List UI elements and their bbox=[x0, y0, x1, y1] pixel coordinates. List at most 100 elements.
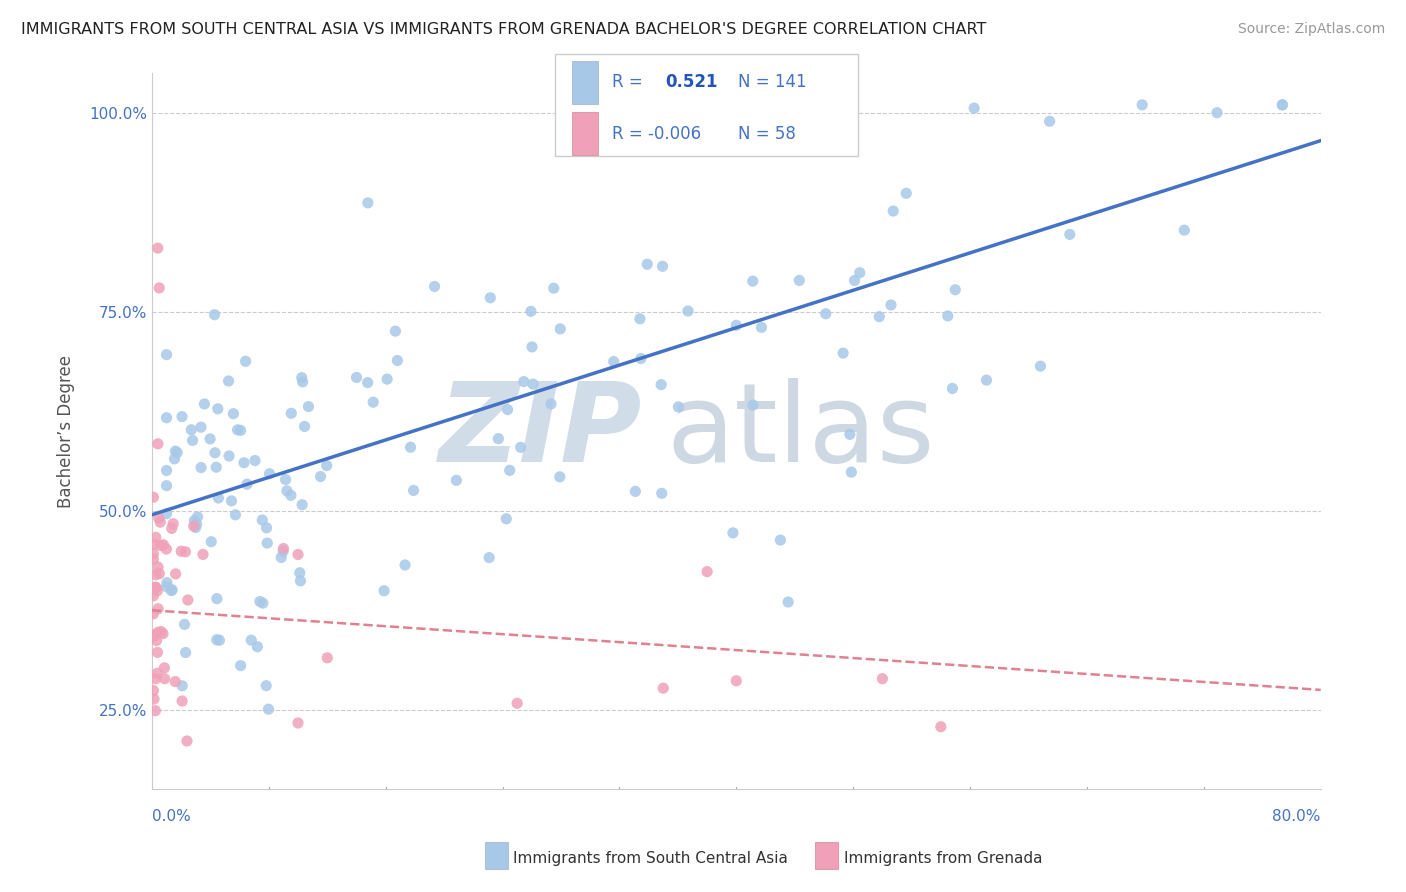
Point bbox=[346, 370, 368, 384]
Point bbox=[205, 591, 228, 606]
Point bbox=[509, 440, 531, 454]
Text: atlas: atlas bbox=[666, 377, 935, 484]
Text: 80.0%: 80.0% bbox=[1272, 809, 1320, 824]
Point bbox=[375, 372, 398, 386]
Point bbox=[148, 281, 170, 295]
Point bbox=[186, 509, 208, 524]
Point bbox=[162, 516, 184, 531]
Point bbox=[181, 434, 204, 448]
Point bbox=[273, 541, 295, 556]
Point bbox=[160, 583, 183, 598]
Point bbox=[191, 548, 214, 562]
Point bbox=[200, 534, 222, 549]
Point bbox=[186, 517, 208, 532]
Point bbox=[751, 320, 773, 334]
Point bbox=[205, 460, 228, 475]
Point bbox=[499, 463, 522, 477]
Point bbox=[224, 508, 246, 522]
Point bbox=[651, 260, 673, 274]
Point bbox=[143, 537, 166, 551]
Point bbox=[1039, 114, 1062, 128]
Point bbox=[184, 520, 207, 534]
Point bbox=[297, 400, 319, 414]
Point bbox=[172, 679, 194, 693]
Point bbox=[402, 483, 425, 498]
Point bbox=[155, 348, 177, 362]
Point bbox=[394, 558, 416, 572]
Point bbox=[146, 560, 169, 574]
Point bbox=[142, 629, 165, 643]
Point bbox=[496, 402, 519, 417]
Point bbox=[1206, 105, 1229, 120]
Point bbox=[145, 580, 167, 594]
Point bbox=[165, 566, 187, 581]
Point bbox=[146, 625, 169, 640]
Point bbox=[630, 351, 652, 366]
Point bbox=[142, 607, 165, 621]
Point bbox=[1059, 227, 1081, 242]
Point bbox=[205, 632, 228, 647]
Point bbox=[941, 382, 963, 396]
Point bbox=[142, 683, 165, 698]
Point bbox=[294, 419, 316, 434]
Point bbox=[896, 186, 918, 201]
Point bbox=[356, 376, 378, 390]
Point bbox=[872, 672, 894, 686]
Point bbox=[170, 409, 193, 424]
Point bbox=[357, 195, 380, 210]
Point bbox=[361, 395, 384, 409]
Point bbox=[204, 446, 226, 460]
Point bbox=[636, 257, 658, 271]
Point bbox=[173, 617, 195, 632]
Point bbox=[190, 420, 212, 434]
Point bbox=[145, 633, 167, 648]
Point bbox=[155, 541, 177, 556]
Text: IMMIGRANTS FROM SOUTH CENTRAL ASIA VS IMMIGRANTS FROM GRENADA BACHELOR'S DEGREE : IMMIGRANTS FROM SOUTH CENTRAL ASIA VS IM… bbox=[21, 22, 987, 37]
Point bbox=[257, 702, 280, 716]
Point bbox=[150, 624, 173, 639]
Point bbox=[387, 353, 409, 368]
Point bbox=[814, 307, 837, 321]
Point bbox=[423, 279, 446, 293]
Point bbox=[676, 304, 699, 318]
Text: Immigrants from Grenada: Immigrants from Grenada bbox=[844, 851, 1042, 865]
Point bbox=[548, 322, 571, 336]
Point bbox=[218, 374, 240, 388]
Point bbox=[208, 633, 231, 648]
Point bbox=[841, 465, 863, 479]
Point bbox=[155, 410, 177, 425]
Y-axis label: Bachelor’s Degree: Bachelor’s Degree bbox=[58, 355, 75, 508]
Point bbox=[725, 673, 748, 688]
Text: R = -0.006: R = -0.006 bbox=[612, 125, 700, 143]
Point bbox=[650, 377, 672, 392]
Point bbox=[142, 547, 165, 561]
Point bbox=[170, 544, 193, 558]
Point bbox=[543, 281, 565, 295]
Point bbox=[148, 566, 170, 581]
Point bbox=[929, 720, 952, 734]
Point bbox=[666, 400, 689, 414]
Point bbox=[868, 310, 890, 324]
Point bbox=[1130, 98, 1153, 112]
Point bbox=[384, 324, 406, 338]
Point bbox=[315, 458, 337, 473]
Point bbox=[146, 437, 169, 451]
Point bbox=[153, 661, 176, 675]
Point bbox=[254, 679, 277, 693]
Point bbox=[229, 658, 252, 673]
Point bbox=[153, 672, 176, 686]
Point bbox=[849, 266, 872, 280]
Point bbox=[142, 552, 165, 566]
Point bbox=[479, 291, 502, 305]
Point bbox=[174, 545, 197, 559]
Point bbox=[976, 373, 998, 387]
Point bbox=[207, 491, 229, 505]
Text: N = 58: N = 58 bbox=[738, 125, 796, 143]
Point bbox=[274, 473, 297, 487]
Point bbox=[316, 650, 339, 665]
Text: Immigrants from South Central Asia: Immigrants from South Central Asia bbox=[513, 851, 789, 865]
Point bbox=[789, 273, 811, 287]
Point bbox=[696, 565, 718, 579]
Point bbox=[1173, 223, 1195, 237]
Point bbox=[146, 583, 169, 598]
